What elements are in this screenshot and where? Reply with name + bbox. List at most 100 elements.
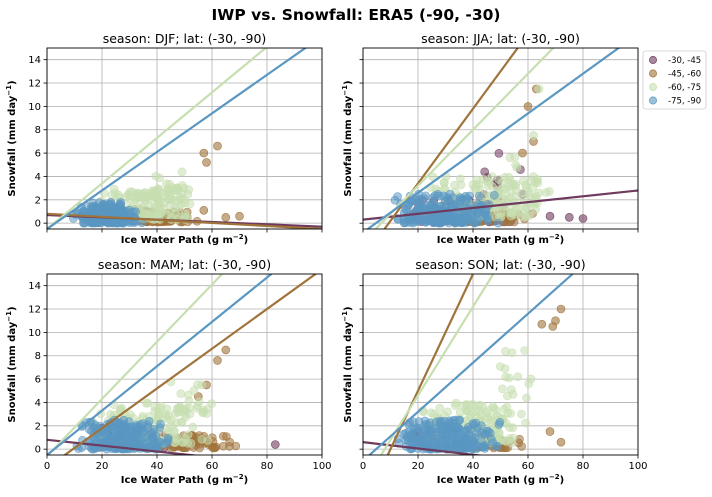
scatter-point <box>510 152 520 162</box>
scatter-point <box>197 434 207 444</box>
y-tick-label: 12 <box>28 79 41 90</box>
scatter-point <box>156 206 166 215</box>
scatter-points <box>393 304 566 454</box>
scatter-point <box>138 427 147 437</box>
scatter-point <box>422 215 432 225</box>
x-tick-label: 100 <box>628 461 647 472</box>
scatter-point <box>167 416 176 425</box>
panel-title: season: SON; lat: (-30, -90) <box>415 257 585 272</box>
scatter-point <box>493 218 503 228</box>
fit-line-3 <box>47 274 274 455</box>
scatter-point <box>184 396 194 406</box>
scatter-point <box>516 212 526 221</box>
scatter-point <box>556 304 566 314</box>
fit-line-3 <box>365 48 621 229</box>
scatter-point <box>556 437 566 447</box>
scatter-point <box>436 425 445 434</box>
scatter-point <box>434 218 444 228</box>
x-tick-label: 40 <box>467 461 480 472</box>
scatter-point <box>213 356 222 365</box>
scatter-point <box>422 203 432 213</box>
scatter-point <box>413 431 423 440</box>
scatter-point <box>95 218 104 227</box>
panel-0: 0 2 4 6 8 10 12 14 season: DJF; lat: (-30, -90) I… <box>5 31 323 246</box>
x-axis-label: Ice Water Path (g m−2) <box>437 233 564 246</box>
scatter-point <box>119 415 129 425</box>
scatter-point <box>221 345 231 355</box>
scatter-point <box>447 423 456 432</box>
scatter-point <box>153 184 163 194</box>
scatter-point <box>503 391 512 401</box>
y-tick-label: 12 <box>28 305 41 316</box>
scatter-point <box>494 149 504 158</box>
scatter-point <box>512 186 521 195</box>
scatter-point <box>468 408 477 418</box>
y-tick-label: 4 <box>35 172 41 183</box>
scatter-point <box>441 440 451 450</box>
scatter-point <box>502 402 512 412</box>
scatter-point <box>523 102 533 111</box>
scatter-point <box>507 438 516 448</box>
y-axis-label: Snowfall (mm day−1) <box>5 80 18 196</box>
scatter-point <box>489 403 499 413</box>
scatter-point <box>529 131 538 140</box>
scatter-point <box>507 348 517 358</box>
x-tick-label: 0 <box>44 461 50 472</box>
fit-lines <box>363 274 575 455</box>
x-tick-label: 60 <box>206 461 219 472</box>
scatter-point <box>176 194 185 204</box>
y-axis-label: Snowfall (mm day−1) <box>341 306 354 422</box>
scatter-point <box>443 407 452 417</box>
fit-line-3 <box>47 48 308 229</box>
scatter-point <box>457 430 467 439</box>
scatter-point <box>522 393 531 403</box>
scatter-point <box>109 217 118 227</box>
scatter-point <box>525 211 534 220</box>
scatter-point <box>139 419 148 428</box>
scatter-point <box>470 218 479 228</box>
fit-lines <box>363 48 638 229</box>
scatter-point <box>501 372 511 382</box>
y-tick-label: 6 <box>35 375 41 386</box>
y-tick-label: 0 <box>35 219 41 230</box>
scatter-point <box>80 218 90 228</box>
y-tick-label: 8 <box>35 125 41 136</box>
scatter-point <box>521 418 530 428</box>
scatter-points <box>69 141 244 228</box>
x-tick-label: 100 <box>312 461 331 472</box>
scatter-point <box>179 437 188 447</box>
scatter-point <box>517 409 526 419</box>
scatter-point <box>125 187 135 196</box>
fit-line-3 <box>367 274 575 455</box>
scatter-point <box>199 206 209 215</box>
scatter-point <box>493 441 502 451</box>
axes-frame <box>362 47 639 230</box>
scatter-point <box>165 180 174 189</box>
scatter-point <box>207 399 216 408</box>
scatter-point <box>219 431 228 441</box>
panel-3: 0 20 40 60 80 100 season: SON; lat: (-30, -90)… <box>341 257 648 486</box>
scatter-point <box>188 422 198 432</box>
scatter-point <box>154 410 163 420</box>
scatter-point <box>425 428 435 438</box>
scatter-point <box>442 431 452 441</box>
fit-lines <box>47 48 322 229</box>
scatter-point <box>488 182 497 191</box>
scatter-point <box>451 398 461 408</box>
scatter-point <box>144 210 154 220</box>
scatter-point <box>500 364 510 373</box>
y-axis-label: Snowfall (mm day−1) <box>341 80 354 196</box>
legend-label: -60, -75 <box>668 83 701 93</box>
scatter-points <box>72 345 280 454</box>
fit-line-1 <box>62 274 318 455</box>
scatter-point <box>471 442 480 452</box>
scatter-point <box>162 404 172 414</box>
scatter-point <box>151 171 161 181</box>
scatter-point <box>171 434 181 444</box>
scatter-point <box>564 213 574 222</box>
scatter-point <box>537 319 547 329</box>
scatter-point <box>521 180 530 190</box>
scatter-point <box>495 417 505 427</box>
scatter-point <box>513 372 523 382</box>
scatter-point <box>507 208 517 218</box>
